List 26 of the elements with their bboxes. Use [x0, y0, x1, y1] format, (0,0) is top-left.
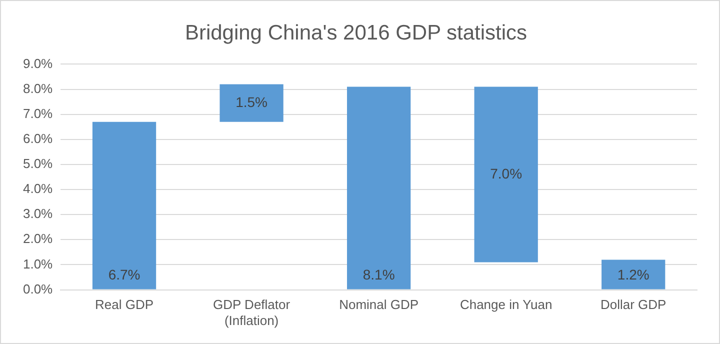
x-tick-label: Dollar GDP [600, 297, 666, 312]
data-label: 6.7% [108, 266, 140, 283]
y-tick-label: 1.0% [22, 256, 54, 272]
y-tick-label: 9.0% [22, 56, 54, 71]
y-tick-label: 4.0% [22, 181, 54, 196]
y-tick-label: 7.0% [22, 106, 54, 121]
x-tick-label: Real GDP [95, 297, 154, 312]
bar [92, 122, 156, 290]
data-label: 7.0% [490, 165, 522, 182]
y-tick-label: 3.0% [22, 206, 54, 222]
bar [220, 84, 284, 122]
y-tick-label: 8.0% [22, 80, 54, 96]
y-tick-label: 2.0% [22, 231, 54, 246]
data-label: 1.2% [617, 266, 650, 283]
x-tick-label: Change in Yuan [460, 297, 552, 312]
data-label: 1.5% [236, 94, 268, 110]
y-tick-label: 6.0% [22, 130, 54, 146]
x-tick-label: Nominal GDP [339, 297, 419, 312]
data-label: 8.1% [362, 266, 395, 283]
bar [602, 260, 666, 290]
bar [474, 86, 538, 262]
y-tick-label: 0.0% [22, 281, 54, 296]
x-tick-label: GDP Deflator (Inflation) [213, 297, 291, 328]
y-tick-label: 5.0% [22, 156, 54, 172]
chart-title: Bridging China's 2016 GDP statistics [184, 21, 528, 44]
bar [346, 86, 411, 290]
